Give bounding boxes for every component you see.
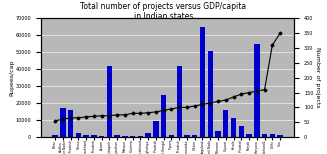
- Bar: [91, 135, 96, 137]
- Bar: [208, 51, 213, 137]
- Bar: [114, 135, 120, 137]
- Y-axis label: Rupees/cap: Rupees/cap: [9, 59, 14, 96]
- Bar: [68, 110, 73, 137]
- Bar: [246, 134, 252, 137]
- Bar: [184, 135, 190, 137]
- Bar: [122, 136, 128, 137]
- Bar: [138, 136, 143, 137]
- Bar: [215, 131, 221, 137]
- Bar: [83, 135, 89, 137]
- Bar: [277, 135, 283, 137]
- Bar: [60, 108, 66, 137]
- Bar: [223, 110, 229, 137]
- Bar: [192, 135, 198, 137]
- Bar: [52, 135, 58, 137]
- Bar: [262, 134, 267, 137]
- Bar: [107, 66, 112, 137]
- Bar: [169, 135, 174, 137]
- Bar: [254, 44, 260, 137]
- Bar: [130, 136, 135, 137]
- Bar: [161, 95, 166, 137]
- Y-axis label: Number of projects: Number of projects: [315, 47, 320, 108]
- Bar: [200, 27, 205, 137]
- Bar: [76, 133, 81, 137]
- Text: Total number of projects versus GDP/capita
in Indian states: Total number of projects versus GDP/capi…: [80, 2, 247, 21]
- Bar: [146, 133, 151, 137]
- Bar: [99, 136, 104, 137]
- Bar: [269, 134, 275, 137]
- Bar: [231, 118, 236, 137]
- Bar: [153, 121, 159, 137]
- Bar: [177, 66, 182, 137]
- Bar: [239, 126, 244, 137]
